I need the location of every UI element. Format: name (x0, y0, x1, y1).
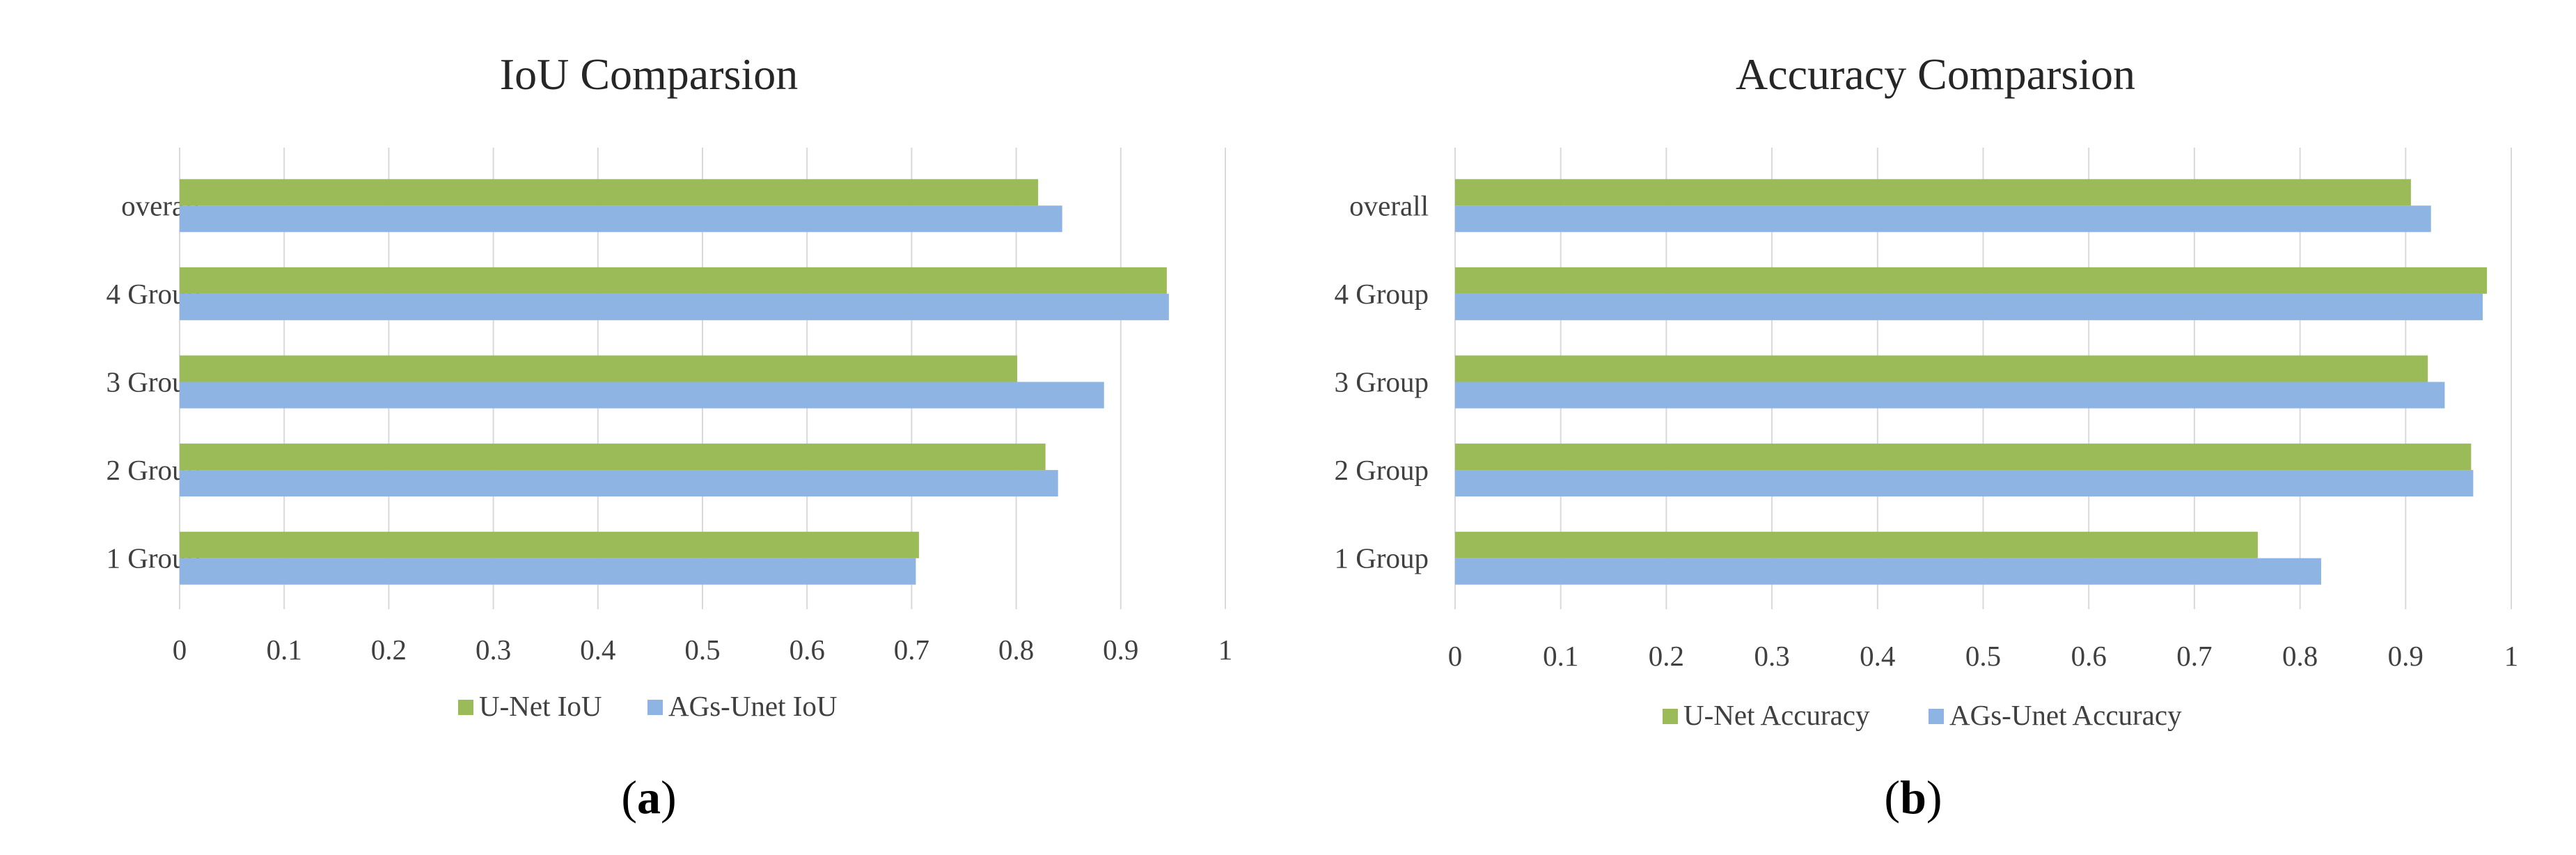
x-tick-label: 0.5 (1965, 640, 2001, 672)
y-category-label: overall (1349, 189, 1429, 221)
bar-u-net-iou-overall (180, 179, 1039, 206)
x-tick-label: 0 (173, 634, 187, 666)
bar-ags-unet-iou-overall (180, 205, 1062, 233)
bar-ags-unet-accuracy-4-group (1455, 293, 2483, 320)
bar-u-net-iou-1-group (180, 531, 919, 558)
panel-letter: a (637, 771, 661, 824)
bar-ags-unet-accuracy-2-group (1455, 470, 2474, 497)
x-tick-label: 0.8 (998, 634, 1034, 666)
y-category-label: 3 Group (1334, 366, 1429, 398)
bar-u-net-accuracy-4-group (1455, 267, 2488, 294)
panel-label: (a) (621, 771, 676, 824)
legend-swatch (1929, 709, 1944, 724)
bar-ags-unet-iou-1-group (180, 558, 916, 585)
bar-u-net-accuracy-2-group (1455, 444, 2472, 471)
bar-u-net-iou-4-group (180, 267, 1167, 294)
y-category-label: 4 Group (1334, 278, 1429, 310)
x-tick-label: 0.1 (1543, 640, 1578, 672)
chart-title: Accuracy Comparsion (1736, 49, 2135, 99)
x-tick-label: 0 (1448, 640, 1463, 672)
x-tick-label: 0.5 (684, 634, 720, 666)
x-tick-label: 0.7 (2176, 640, 2212, 672)
x-tick-label: 0.8 (2282, 640, 2318, 672)
legend-label: AGs-Unet Accuracy (1949, 699, 2182, 731)
legend-label: U-Net IoU (479, 690, 602, 722)
x-tick-label: 0.6 (790, 634, 825, 666)
x-tick-label: 1 (1218, 634, 1233, 666)
bar-u-net-iou-2-group (180, 444, 1046, 471)
legend-label: AGs-Unet IoU (668, 690, 838, 722)
y-category-label: 2 Group (1334, 454, 1429, 486)
x-tick-label: 0.4 (580, 634, 615, 666)
x-tick-label: 0.3 (476, 634, 511, 666)
panel-letter: b (1900, 771, 1926, 824)
chart-panel-accuracy: Accuracy Comparsion 0 0.1 0.2 0.3 0.4 0.5 0.6 0.… (1334, 49, 2518, 824)
legend-swatch (458, 700, 473, 715)
bar-ags-unet-iou-3-group (180, 382, 1104, 409)
bar-ags-unet-accuracy-3-group (1455, 382, 2445, 409)
x-tick-label: 0.2 (371, 634, 407, 666)
bar-ags-unet-iou-4-group (180, 293, 1169, 320)
bar-u-net-accuracy-overall (1455, 179, 2411, 206)
x-tick-label: 0.9 (1103, 634, 1138, 666)
panel-label: (b) (1884, 771, 1942, 824)
x-tick-label: 0.1 (267, 634, 302, 666)
chart-title: IoU Comparsion (500, 49, 798, 99)
x-tick-label: 0.9 (2388, 640, 2424, 672)
chart-panel-iou: IoU Comparsion 0 0.1 0.2 0.3 0.4 0.5 0.6 0.7 0.8 0… (106, 49, 1232, 824)
y-category-label: 1 Group (1334, 542, 1429, 574)
x-tick-label: 1 (2504, 640, 2519, 672)
x-tick-label: 0.2 (1649, 640, 1684, 672)
bar-ags-unet-iou-2-group (180, 470, 1058, 497)
legend-label: U-Net Accuracy (1683, 699, 1870, 731)
legend-swatch (1663, 709, 1678, 724)
x-tick-label: 0.6 (2071, 640, 2107, 672)
bar-u-net-iou-3-group (180, 355, 1018, 382)
bar-ags-unet-accuracy-overall (1455, 205, 2431, 233)
bar-u-net-accuracy-3-group (1455, 355, 2428, 382)
x-tick-label: 0.7 (894, 634, 929, 666)
x-tick-label: 0.3 (1754, 640, 1789, 672)
bar-u-net-accuracy-1-group (1455, 531, 2258, 558)
legend-swatch (647, 700, 663, 715)
bar-ags-unet-accuracy-1-group (1455, 558, 2321, 585)
x-tick-label: 0.4 (1860, 640, 1895, 672)
